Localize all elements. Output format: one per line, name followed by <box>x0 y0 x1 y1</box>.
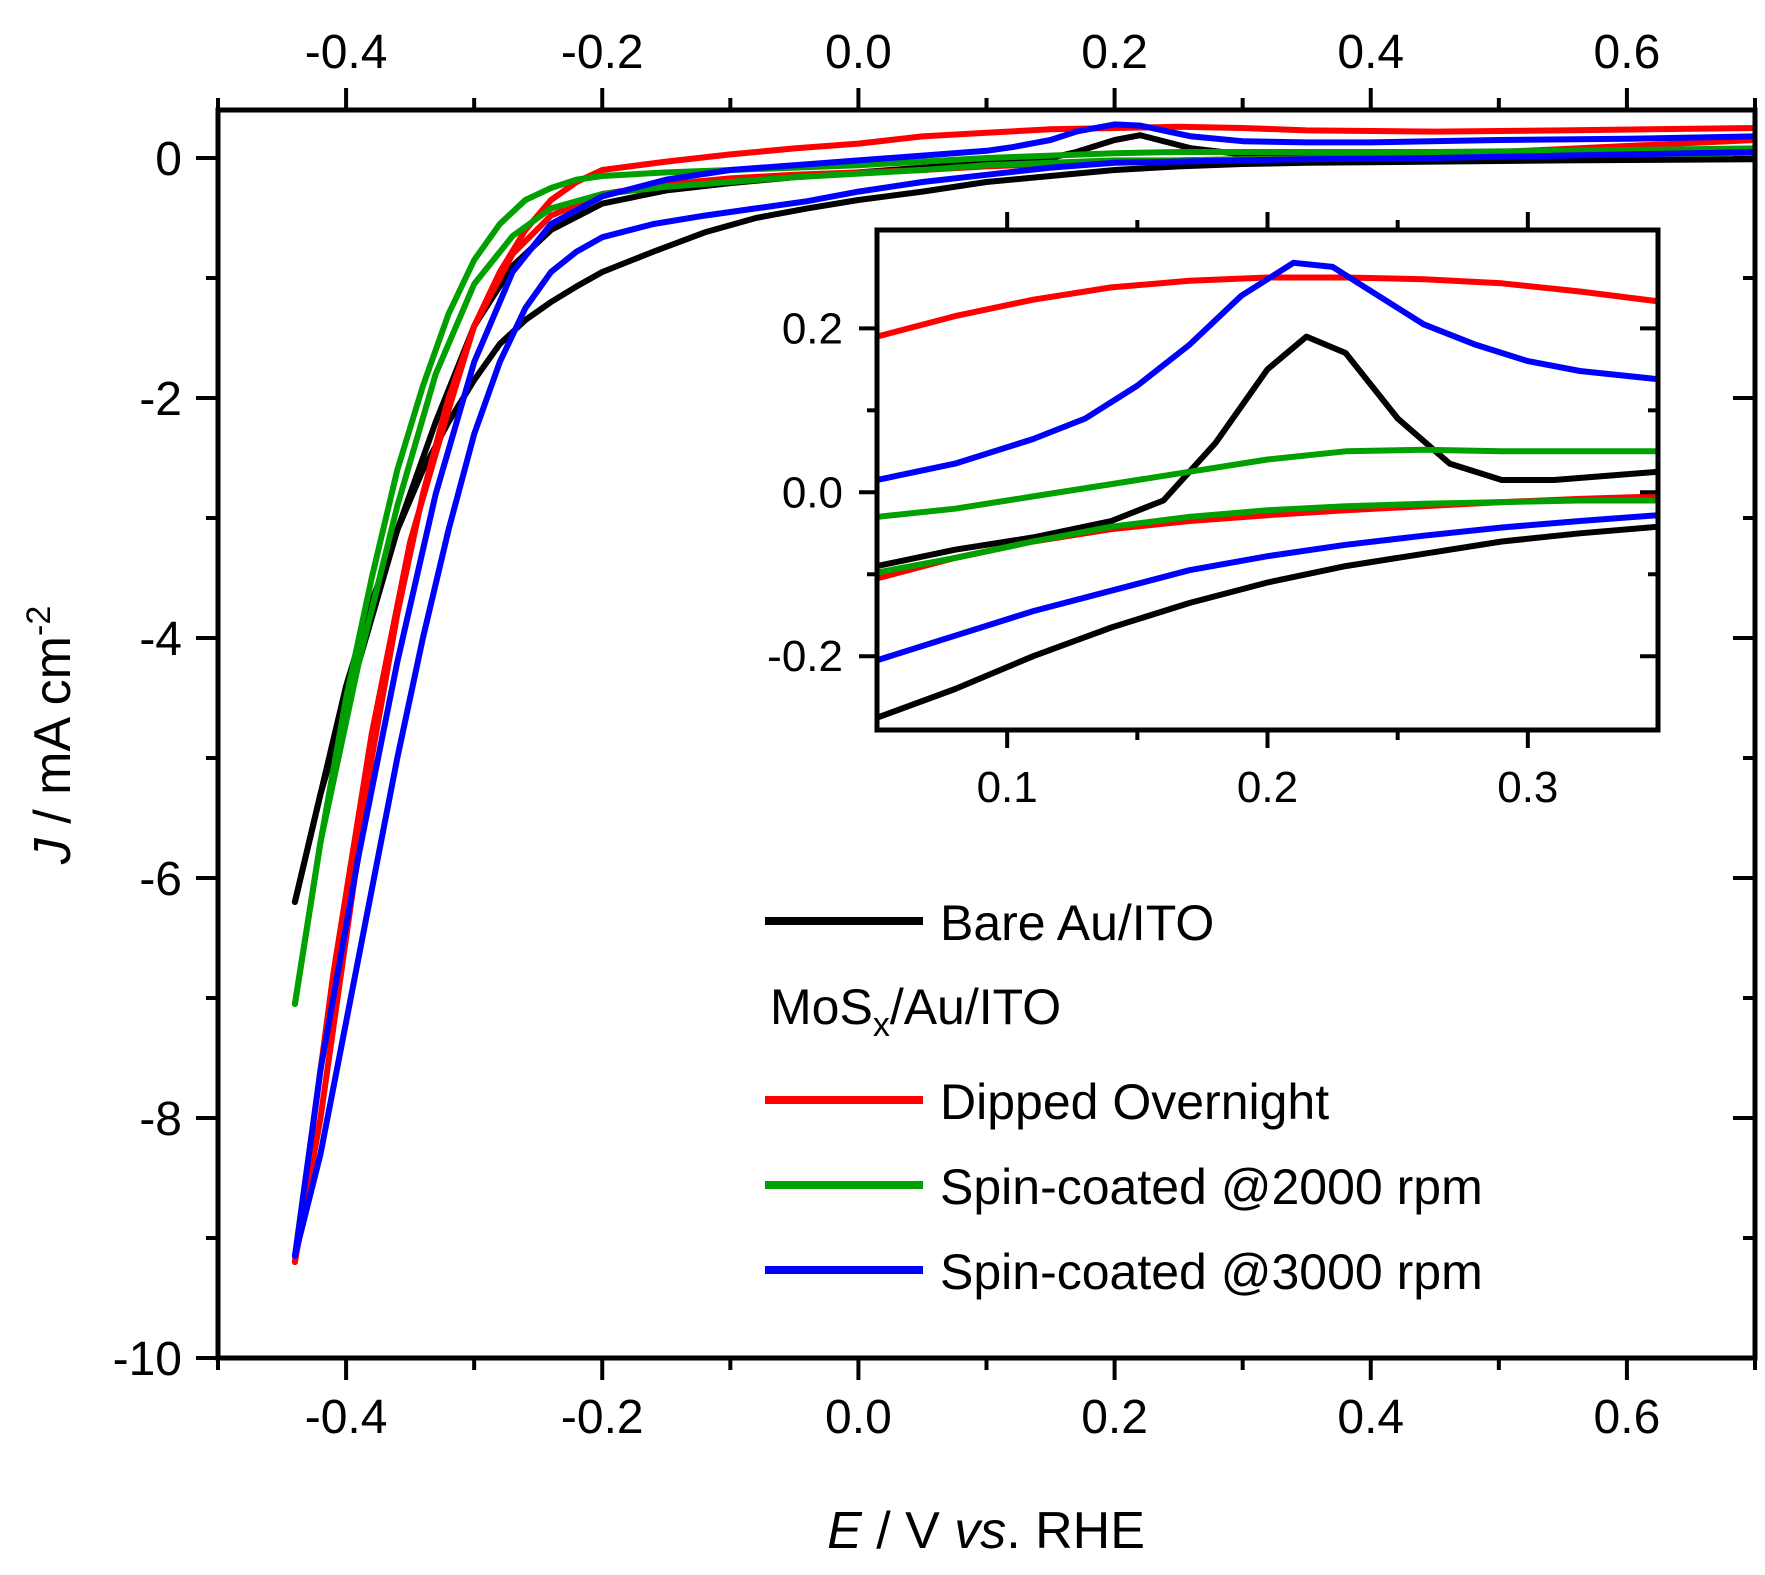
x-tick-label-top: 0.4 <box>1337 26 1404 79</box>
inset-y-tick-label: 0.2 <box>782 304 843 353</box>
x-tick-label-top: -0.2 <box>561 26 644 79</box>
series-spin-coated-2000-rpm-forward <box>291 145 1755 1007</box>
inset-x-tick-label: 0.2 <box>1237 763 1298 812</box>
main-plot-curves <box>291 121 1755 1265</box>
y-tick-label: -4 <box>139 613 182 666</box>
x-tick-label-bottom: 0.4 <box>1337 1391 1404 1444</box>
x-tick-label-top: 0.0 <box>825 26 892 79</box>
x-tick-label-bottom: 0.6 <box>1594 1391 1661 1444</box>
series-spin-coated-3000-rpm-forward <box>291 149 1755 1259</box>
x-tick-label-bottom: -0.4 <box>305 1391 388 1444</box>
y-tick-label: -10 <box>113 1333 182 1386</box>
legend-label-3000: Spin-coated @3000 rpm <box>940 1244 1483 1300</box>
x-tick-label-top: 0.2 <box>1081 26 1148 79</box>
inset-y-tick-label: 0.0 <box>782 468 843 517</box>
inset-x-tick-label: 0.1 <box>977 763 1038 812</box>
x-tick-label-top: 0.6 <box>1594 26 1661 79</box>
x-axis-title: E / V vs. RHE <box>827 1502 1145 1560</box>
y-tick-label: -8 <box>139 1093 182 1146</box>
y-tick-label: -6 <box>139 853 182 906</box>
x-tick-label-top: -0.4 <box>305 26 388 79</box>
legend-label-2000: Spin-coated @2000 rpm <box>940 1159 1483 1215</box>
inset-series-bare-au-ito-lower <box>877 523 1658 721</box>
y-axis-title: J / mA cm-2 <box>20 606 82 865</box>
legend-label-bare: Bare Au/ITO <box>940 895 1214 951</box>
series-spin-coated-3000-rpm-reverse <box>291 121 1755 1259</box>
inset-series-spin-coated-2000-rpm-upper <box>877 446 1658 520</box>
x-tick-label-bottom: 0.0 <box>825 1391 892 1444</box>
inset-series-bare-au-ito-upper <box>877 333 1658 570</box>
inset-series-spin-coated-3000-rpm-upper <box>877 259 1658 483</box>
inset-plot-curves <box>877 259 1658 721</box>
y-tick-label: 0 <box>155 133 182 186</box>
inset-axis-ticks: 0.1 0.2 0.3 0.2 0.0 -0.2 <box>767 212 1658 812</box>
inset-series-spin-coated-3000-rpm-lower <box>877 512 1658 664</box>
x-tick-label-bottom: -0.2 <box>561 1391 644 1444</box>
main-axis-ticks: -0.4 -0.4 -0.2 -0.2 0.0 0.0 0.2 0.2 0.4 0.4 0.6 0.6… <box>113 26 1757 1444</box>
inset-y-tick-label: -0.2 <box>767 632 843 681</box>
legend-label-dipped: Dipped Overnight <box>940 1074 1329 1130</box>
inset-x-tick-label: 0.3 <box>1497 763 1558 812</box>
legend: Bare Au/ITO MoSx/Au/ITO Dipped Overnight… <box>765 895 1483 1300</box>
y-tick-label: -2 <box>139 373 182 426</box>
x-tick-label-bottom: 0.2 <box>1081 1391 1148 1444</box>
inset-series-spin-coated-2000-rpm-lower <box>877 497 1658 576</box>
legend-group-heading: MoSx/Au/ITO <box>770 979 1061 1044</box>
